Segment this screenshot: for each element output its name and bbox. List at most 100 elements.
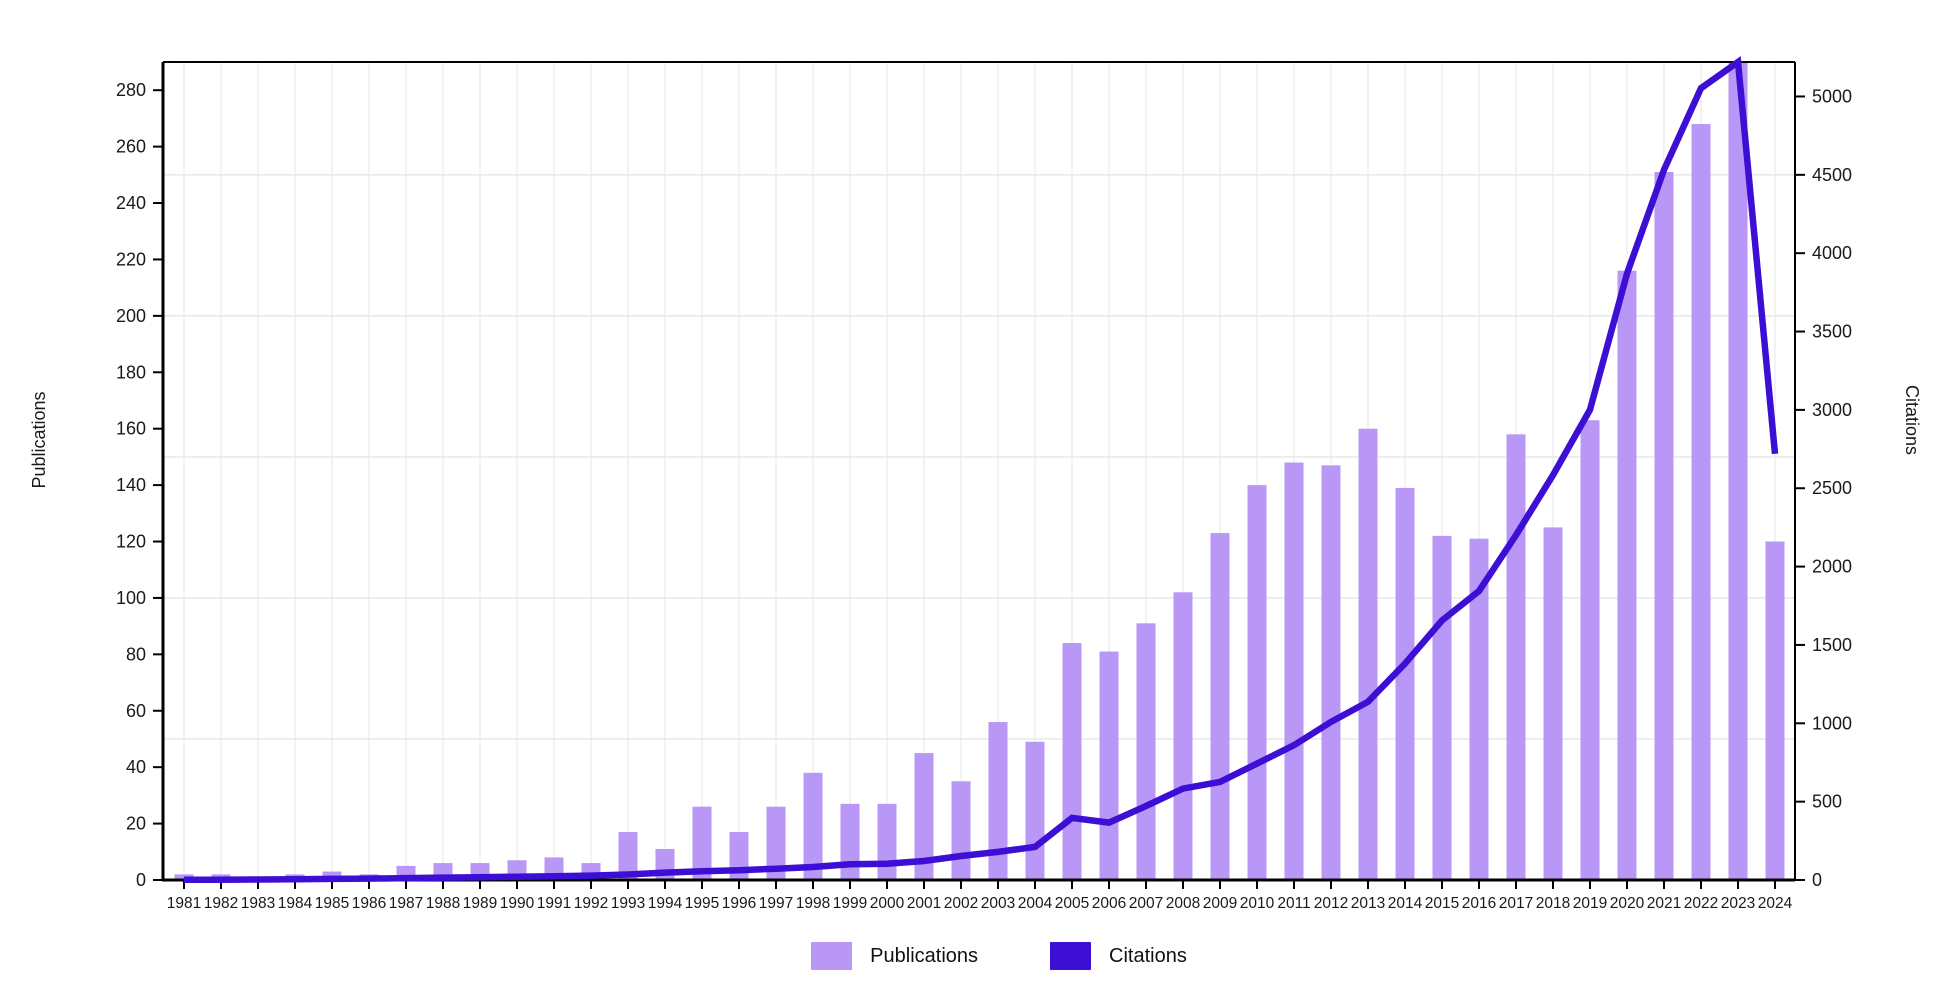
bar-2003 [988,722,1008,880]
bar-2024 [1765,541,1785,880]
x-axis-year-label: 1981 [167,895,201,912]
x-axis-year-label: 2011 [1277,895,1310,912]
x-axis-year-label: 2014 [1388,895,1423,912]
x-axis-year-label: 1994 [648,895,683,912]
x-axis-year-label: 2002 [944,895,978,912]
bar-2020 [1617,270,1637,880]
right-axis-tick-label: 0 [1812,870,1822,890]
bar-2014 [1395,487,1415,880]
left-axis-tick-label: 20 [126,814,146,834]
x-axis-year-label: 2013 [1351,895,1385,912]
x-axis-year-label: 2021 [1647,895,1681,912]
x-axis-year-label: 2019 [1573,895,1607,912]
x-axis-year-label: 2003 [981,895,1015,912]
bar-2018 [1543,527,1563,880]
x-axis-year-label: 1982 [204,895,238,912]
right-axis-tick-label: 5000 [1812,86,1852,106]
x-axis-year-label: 1984 [278,895,313,912]
left-axis-title: Publications [29,391,49,488]
left-axis-tick-label: 260 [116,137,146,157]
left-axis-tick-label: 120 [116,532,146,552]
x-axis-year-label: 2016 [1462,895,1496,912]
right-axis-tick-label: 2000 [1812,557,1852,577]
right-axis-tick-label: 3500 [1812,322,1852,342]
x-axis-year-label: 2020 [1610,895,1645,912]
x-axis-year-label: 1995 [685,895,719,912]
bar-2009 [1210,533,1230,880]
x-axis-year-label: 1983 [241,895,275,912]
right-axis-tick-label: 2500 [1812,478,1852,498]
bar-2000 [877,803,897,880]
x-axis-year-label: 2000 [870,895,905,912]
bar-2011 [1284,462,1304,880]
x-axis-year-label: 1988 [426,895,460,912]
bar-2022 [1691,124,1711,880]
x-axis-year-label: 2007 [1129,895,1163,912]
publications-swatch-icon [811,942,853,970]
right-axis-tick-label: 1500 [1812,635,1852,655]
bar-2006 [1099,651,1119,880]
bar-2015 [1432,535,1452,880]
x-axis-year-label: 1986 [352,895,386,912]
left-axis-tick-label: 140 [116,475,146,495]
legend: Publications Citations [28,942,1942,970]
citations-line [183,56,1779,884]
bar-1999 [840,803,860,880]
x-axis-year-label: 1985 [315,895,349,912]
right-axis-tick-label: 500 [1812,792,1842,812]
x-axis-year-label: 2015 [1425,895,1459,912]
bar-2021 [1654,172,1674,880]
legend-label-publications: Publications [870,944,979,967]
x-axis-year-label: 2008 [1166,895,1200,912]
x-axis-year-label: 1991 [537,895,571,912]
bar-2007 [1136,623,1156,880]
left-axis-tick-label: 60 [126,701,146,721]
x-axis-year-label: 2017 [1499,895,1533,912]
bar-2008 [1173,592,1193,880]
x-axis-year-label: 1992 [574,895,608,912]
left-axis-tick-label: 0 [136,870,146,890]
bar-2010 [1247,485,1267,880]
right-axis-tick-label: 4000 [1812,243,1852,263]
x-axis-year-label: 1990 [500,895,535,912]
x-axis-year-label: 2018 [1536,895,1570,912]
x-axis-year-label: 1996 [722,895,756,912]
bar-2013 [1358,428,1378,880]
x-axis-year-label: 1999 [833,895,867,912]
right-axis-tick-label: 4500 [1812,165,1852,185]
left-axis-tick-label: 200 [116,306,146,326]
left-axis-tick-label: 220 [116,249,146,269]
bar-2017 [1506,434,1526,880]
bar-1997 [766,806,786,880]
left-axis-tick-label: 160 [116,419,146,439]
left-axis-tick-label: 40 [126,757,146,777]
x-axis-year-label: 1998 [796,895,830,912]
x-axis-year-label: 2005 [1055,895,1089,912]
x-axis-year-label: 2006 [1092,895,1126,912]
x-axis-year-label: 2009 [1203,895,1237,912]
bar-2019 [1580,420,1600,880]
right-axis-tick-label: 1000 [1812,713,1852,733]
left-axis-tick-label: 100 [116,588,146,608]
x-axis-year-label: 2004 [1018,895,1053,912]
x-axis-year-label: 1987 [389,895,423,912]
left-axis-tick-label: 280 [116,80,146,100]
legend-entry-publications[interactable]: Publications [811,942,978,970]
right-axis-title: Citations [1902,385,1922,455]
x-axis-year-label: 1989 [463,895,497,912]
x-axis-year-label: 2010 [1240,895,1275,912]
legend-label-citations: Citations [1109,944,1187,967]
legend-entry-citations[interactable]: Citations [1050,942,1187,970]
bar-1995 [692,806,712,880]
x-axis-year-label: 1997 [759,895,793,912]
bar-2002 [951,781,971,880]
bar-2001 [914,753,934,880]
left-axis-tick-label: 180 [116,362,146,382]
x-axis-year-label: 2001 [907,895,941,912]
bar-1993 [618,832,638,880]
bar-2004 [1025,741,1045,880]
x-axis-year-label: 2022 [1684,895,1718,912]
bar-2016 [1469,538,1489,880]
right-axis-tick-label: 3000 [1812,400,1852,420]
x-axis-year-label: 2023 [1721,895,1755,912]
